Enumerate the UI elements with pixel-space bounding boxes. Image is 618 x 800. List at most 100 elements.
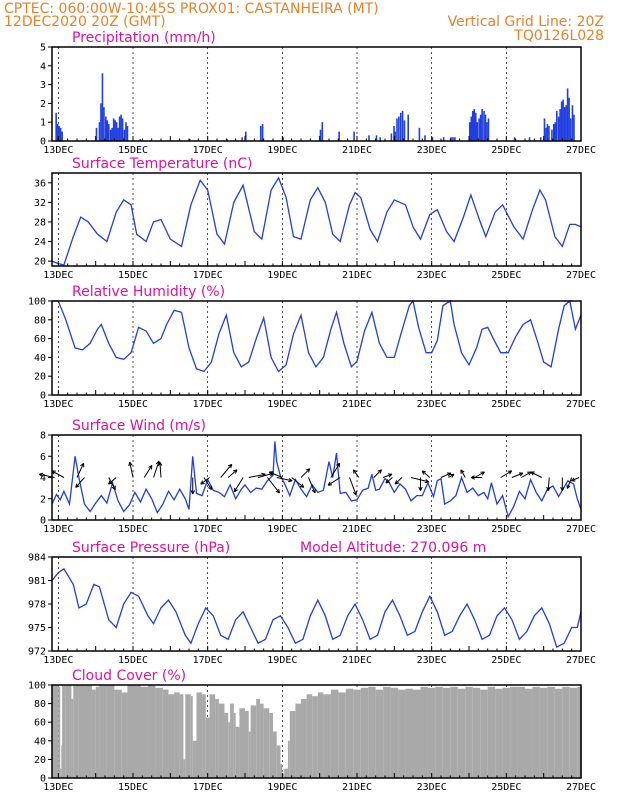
- cloud-cover-bar: [383, 686, 391, 778]
- cloud-cover-bar: [547, 686, 555, 778]
- cloud-cover-bar: [185, 694, 191, 778]
- wind-vector: [76, 462, 85, 478]
- cloud-cover-bar: [353, 689, 361, 778]
- cloud-cover-xtick-label: 15DEC: [118, 782, 148, 793]
- cloud-cover-bar: [472, 687, 481, 778]
- cloud-cover-bar: [61, 745, 63, 778]
- precipitation-xtick-label: 27DEC: [566, 145, 596, 156]
- wind-vector: [448, 473, 455, 478]
- precipitation-bar: [368, 135, 370, 141]
- precipitation-bar: [401, 110, 404, 141]
- cloud-cover-bar: [58, 686, 61, 778]
- cloud-cover-bar: [517, 686, 526, 778]
- wind-vector: [108, 477, 117, 485]
- cloud-cover-bar: [84, 685, 92, 778]
- cloud-cover-bar: [106, 685, 115, 778]
- wind-vector: [411, 477, 430, 484]
- cloud-cover-bar: [532, 686, 540, 778]
- humidity-xtick-label: 15DEC: [118, 399, 148, 410]
- precipitation-bar: [559, 109, 561, 141]
- pressure-xtick-label: 25DEC: [491, 655, 521, 666]
- cloud-cover-bar: [71, 698, 74, 778]
- cloud-cover-ytick-label: 20: [34, 755, 46, 766]
- humidity-xtick-label: 23DEC: [417, 399, 447, 410]
- precipitation-title: Precipitation (mm/h): [72, 30, 216, 46]
- wind-vector: [75, 477, 85, 488]
- cloud-cover-xtick-label: 27DEC: [566, 782, 596, 793]
- cloud-cover-bar: [263, 708, 270, 778]
- precipitation-bar: [338, 131, 340, 141]
- wind-xtick-label: 13DEC: [43, 524, 73, 535]
- wind-vector: [470, 475, 483, 480]
- cloud-cover-bar: [78, 685, 85, 778]
- cloud-cover-bar: [390, 687, 399, 778]
- cloud-cover-bar: [190, 696, 193, 778]
- pressure-xtick-label: 19DEC: [267, 655, 297, 666]
- wind-xtick-label: 19DEC: [267, 524, 297, 535]
- header-location: CPTEC: 060:00W-10:45S PROX01: CASTANHEIR…: [4, 1, 379, 17]
- wind-vector: [267, 477, 280, 494]
- precipitation-bar: [452, 137, 454, 141]
- precipitation-bar: [139, 139, 141, 141]
- wind-vector: [394, 477, 403, 485]
- precipitation-bar: [471, 110, 474, 141]
- cloud-cover-ytick-label: 40: [34, 736, 46, 747]
- precipitation-bar: [189, 139, 191, 141]
- pressure-ytick-label: 975: [28, 623, 46, 634]
- wind-ytick-label: 2: [40, 494, 46, 505]
- cloud-cover-xtick-label: 13DEC: [43, 782, 73, 793]
- precipitation-bar: [476, 122, 479, 141]
- cloud-cover-bar: [121, 692, 128, 778]
- wind-xtick-label: 21DEC: [342, 524, 372, 535]
- wind-vector: [352, 469, 360, 478]
- wind-ytick-label: 0: [40, 516, 46, 527]
- precipitation-bar: [407, 114, 410, 141]
- precipitation-bar: [551, 129, 553, 141]
- cloud-cover-bar: [420, 686, 428, 778]
- wind-vector: [200, 477, 210, 485]
- precipitation-bar: [101, 73, 104, 141]
- precipitation-bar: [105, 116, 107, 141]
- wind-title: Surface Wind (m/s): [72, 418, 206, 434]
- wind-xtick-label: 27DEC: [566, 524, 596, 535]
- pressure-xtick-label: 15DEC: [118, 655, 148, 666]
- humidity-ytick-label: 40: [34, 353, 46, 364]
- cloud-cover-bar: [259, 703, 264, 778]
- precipitation-ytick-label: 2: [40, 99, 46, 110]
- pressure-ytick-label: 981: [28, 576, 46, 587]
- wind-xtick-label: 23DEC: [417, 524, 447, 535]
- precipitation-xtick-label: 19DEC: [267, 145, 297, 156]
- cloud-cover-bar: [427, 687, 436, 778]
- precipitation-bar: [103, 107, 105, 141]
- cloud-cover-xtick-label: 19DEC: [267, 782, 297, 793]
- precipitation-bar: [319, 129, 322, 141]
- cloud-cover-bar: [577, 686, 581, 778]
- cloud-cover-bar: [276, 745, 281, 778]
- cloud-cover-bar: [245, 711, 249, 778]
- humidity-ytick-label: 0: [40, 391, 46, 402]
- wind-ytick-label: 6: [40, 452, 46, 463]
- wind-vector: [300, 468, 311, 478]
- precipitation-bar: [123, 129, 126, 141]
- panels: Precipitation (mm/h) 0 1 2 3 4 5 13DEC 15DEC 17DE…: [28, 30, 596, 793]
- precipitation-bar: [353, 131, 355, 141]
- wind-ytick-label: 8: [40, 431, 46, 442]
- wind-vector: [440, 472, 452, 478]
- temperature-xtick-label: 27DEC: [566, 270, 596, 281]
- precipitation-bar: [394, 131, 396, 141]
- pressure-annotation: Model Altitude: 270.096 m: [300, 540, 486, 556]
- humidity-xtick-label: 13DEC: [43, 399, 73, 410]
- wind-vector: [418, 477, 423, 491]
- precipitation-xtick-label: 21DEC: [342, 145, 372, 156]
- precipitation-bar: [261, 124, 264, 141]
- cloud-cover-bar: [457, 688, 466, 778]
- temperature-xtick-label: 13DEC: [43, 270, 73, 281]
- cloud-cover-xtick-label: 25DEC: [491, 782, 521, 793]
- pressure-xtick-label: 17DEC: [193, 655, 223, 666]
- cloud-cover-bar: [218, 703, 225, 778]
- wind-vector: [546, 477, 551, 491]
- temperature-xtick-label: 23DEC: [417, 270, 447, 281]
- precipitation-bar: [56, 124, 59, 141]
- wind-vector: [190, 477, 195, 495]
